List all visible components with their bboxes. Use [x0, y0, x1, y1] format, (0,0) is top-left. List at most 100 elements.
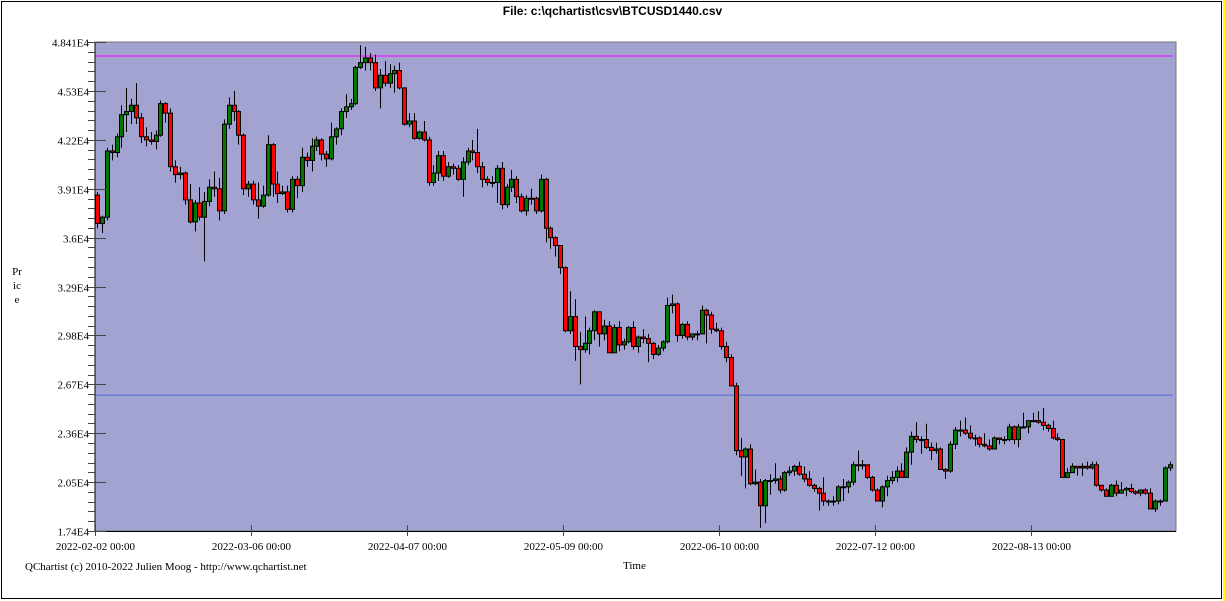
candle-body: [524, 197, 529, 212]
candle: [212, 171, 217, 197]
candle-body: [812, 484, 817, 489]
candle-body: [1075, 465, 1080, 469]
candle-body: [295, 178, 300, 187]
candle-body: [202, 200, 207, 218]
candle: [909, 431, 914, 465]
candle-body: [334, 128, 339, 138]
candle-body: [826, 500, 831, 503]
candle: [617, 321, 622, 352]
candle-body: [1148, 492, 1153, 510]
candle: [529, 188, 534, 205]
candle: [236, 109, 241, 145]
y-tick-label: 1.74E4: [58, 527, 90, 539]
candle-body: [782, 472, 787, 491]
y-tick-label: 3.91E4: [58, 185, 90, 197]
candle-body: [310, 145, 315, 161]
candle: [407, 113, 412, 128]
axes: 4.841E4 4.53E4 4.22E4 3.91E4 3.6E4 3.29E4 2.98…: [52, 38, 1176, 553]
y-tick-label: 2.36E4: [58, 429, 90, 441]
y-tick-label: 2.98E4: [58, 331, 90, 343]
candle: [275, 171, 280, 204]
candle: [490, 176, 495, 188]
candle: [451, 163, 456, 175]
candle: [661, 340, 666, 352]
candle-body: [846, 481, 851, 488]
candle-body: [188, 199, 193, 223]
candle-body: [470, 150, 475, 154]
candle-body: [797, 465, 802, 475]
candle-body: [388, 73, 393, 84]
candle: [475, 128, 480, 174]
candle-body: [1080, 465, 1085, 469]
candle-body: [578, 346, 583, 351]
candle: [466, 147, 471, 166]
candle: [646, 333, 651, 363]
window-edge: [1223, 0, 1225, 601]
candle-body: [836, 486, 841, 502]
candle: [514, 176, 519, 204]
candle: [1021, 412, 1026, 429]
candle-body: [1114, 484, 1119, 494]
candle-body: [490, 182, 495, 185]
candle-body: [1002, 439, 1007, 442]
candle-body: [1090, 464, 1095, 469]
candle-body: [890, 476, 895, 482]
candle-body: [349, 103, 354, 108]
candle: [763, 478, 768, 524]
candle: [119, 105, 124, 148]
candle-body: [461, 161, 466, 180]
candle-body: [982, 443, 987, 447]
candle: [280, 185, 285, 196]
candle: [427, 136, 432, 186]
candle: [353, 65, 358, 106]
candle-body: [929, 446, 934, 452]
candle: [787, 466, 792, 476]
copyright-credit: QChartist (c) 2010-2022 Julien Moog - ht…: [25, 561, 307, 573]
candle-body: [280, 191, 285, 195]
candle-body: [1041, 421, 1046, 426]
candle-body: [193, 202, 198, 223]
candle-body: [573, 316, 578, 348]
candle: [329, 122, 334, 161]
candle: [724, 341, 729, 363]
candle-body: [378, 74, 383, 89]
candle-body: [953, 429, 958, 445]
candle-body: [139, 117, 144, 138]
candle: [217, 177, 222, 221]
candle-body: [1099, 484, 1104, 491]
candle-body: [622, 341, 627, 346]
candle: [612, 324, 617, 354]
candle-body: [1012, 426, 1017, 441]
candle-body: [1060, 439, 1065, 478]
candle-body: [748, 448, 753, 485]
candle: [1070, 463, 1075, 474]
candle-body: [548, 227, 553, 239]
candle: [261, 185, 266, 208]
candle: [300, 147, 305, 192]
candle-body: [924, 439, 929, 448]
candle-body: [987, 445, 992, 450]
candle-body: [407, 120, 412, 125]
candle: [583, 316, 588, 353]
candle: [456, 165, 461, 181]
candle: [929, 442, 934, 461]
candle-body: [626, 327, 631, 343]
candle: [758, 478, 763, 528]
candle: [622, 338, 627, 350]
candle-body: [168, 112, 173, 168]
candle-body: [266, 144, 271, 196]
candle-body: [778, 478, 783, 491]
candle: [285, 185, 290, 213]
candle: [1119, 482, 1124, 494]
candle: [1031, 412, 1036, 423]
y-tick-label: 3.29E4: [58, 283, 90, 295]
candle-body: [651, 342, 656, 355]
candle-body: [617, 327, 622, 346]
candle-body: [904, 451, 909, 478]
candle: [914, 422, 919, 443]
candle: [641, 329, 646, 344]
y-tick-label: 3.6E4: [63, 234, 89, 246]
candle: [773, 463, 778, 484]
candle-body: [773, 478, 778, 482]
